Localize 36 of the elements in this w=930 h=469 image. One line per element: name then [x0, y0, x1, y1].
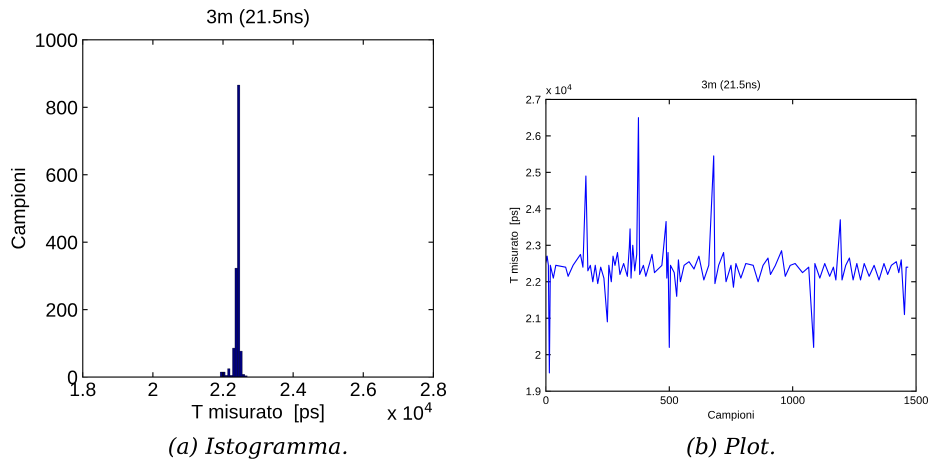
y-tick-label: 200 — [46, 303, 78, 317]
y-tick-label: 2.3 — [526, 242, 541, 250]
y-tick-label: 2.2 — [526, 278, 540, 286]
x-tick-label: 2.8 — [420, 382, 446, 396]
chart-title: 3m (21.5ns) — [702, 80, 760, 91]
text: (b) Plot. — [687, 437, 774, 458]
x-tick-label: 500 — [660, 396, 678, 404]
line-series — [546, 117, 908, 374]
y-tick-label: 2.7 — [526, 96, 540, 104]
y-tick-label: 1.9 — [526, 387, 541, 396]
x-tick-label: 1500 — [904, 396, 928, 404]
text: x 10$^{4}$ — [387, 402, 432, 420]
y-tick-label: 2.4 — [526, 205, 541, 213]
text: x 10$^{4}$ — [546, 84, 572, 94]
y-tick-label: 400 — [46, 236, 78, 250]
chart-title: 3m (21.5ns) — [206, 9, 309, 28]
y-axis-title: T misurato [ps] — [510, 208, 520, 284]
x-tick-label: 0 — [543, 396, 549, 404]
x-tick-label: 2.4 — [280, 382, 306, 396]
text: (a) Istogramma. — [169, 436, 346, 459]
y-axis-title: Campioni — [10, 168, 30, 249]
x-tick-label: 1000 — [781, 396, 805, 404]
y-tick-label: 2.1 — [526, 314, 541, 322]
y-tick-label: 2.5 — [526, 168, 541, 176]
x-tick-label: 2.2 — [210, 382, 236, 396]
y-tick-label: 2.6 — [526, 132, 541, 140]
y-tick-label: 600 — [46, 168, 78, 182]
y-tick-label: 800 — [46, 100, 78, 115]
y-tick-label: 1000 — [36, 33, 78, 48]
x-axis-title: T misurato [ps] — [192, 404, 324, 422]
x-tick-label: 2 — [148, 382, 158, 396]
y-tick-label: 0 — [68, 370, 78, 384]
x-axis-title: Campioni — [708, 410, 754, 421]
x-tick-label: 1.8 — [70, 382, 96, 396]
x-tick-label: 2.6 — [350, 382, 376, 396]
y-tick-label: 2 — [535, 350, 540, 359]
